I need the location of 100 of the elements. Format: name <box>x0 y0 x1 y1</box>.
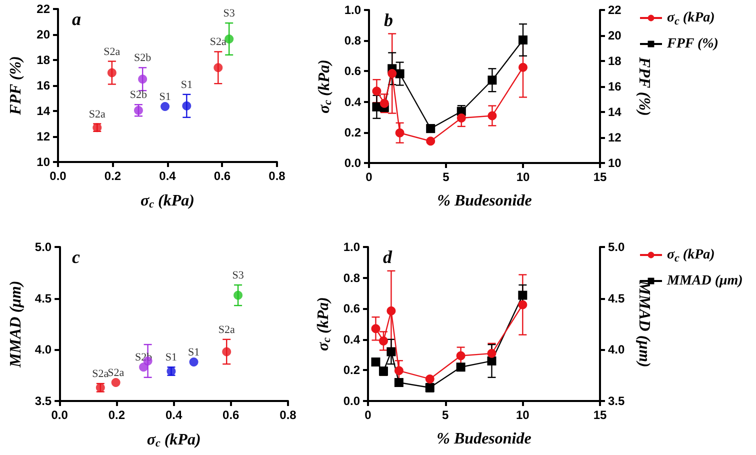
annotation: S1 <box>165 352 178 364</box>
point <box>380 98 389 108</box>
point <box>518 300 528 310</box>
point <box>487 356 496 366</box>
y2-tick-label: 18 <box>608 54 622 68</box>
annotation: S2a <box>104 46 120 58</box>
y2-tick-label: 10 <box>608 156 622 170</box>
y2-tick-label: 5.0 <box>608 240 626 254</box>
x-tick-label: 0 <box>366 170 373 184</box>
point <box>371 324 380 334</box>
point <box>189 357 198 366</box>
point <box>395 128 404 138</box>
point <box>139 362 148 372</box>
y-axis-title: FPF (%) <box>8 56 24 116</box>
point <box>488 76 497 85</box>
y-tick-label: 0.0 <box>343 394 360 408</box>
point <box>488 111 497 120</box>
x-tick-label: 0.2 <box>108 408 126 422</box>
y-tick-label: 0.2 <box>344 125 362 140</box>
y-tick-label: 12 <box>36 130 50 144</box>
y-tick-label: 1.0 <box>343 240 360 254</box>
annotation: S2a <box>218 324 235 336</box>
y-tick-label: 16 <box>36 78 50 92</box>
point <box>487 348 496 358</box>
point <box>234 290 243 300</box>
legend-label: FPF (%) <box>666 36 718 52</box>
point <box>372 86 382 96</box>
y-tick-label: 14 <box>36 104 50 118</box>
point <box>426 136 436 146</box>
annotation: S2a <box>210 36 227 48</box>
annotation: S3 <box>232 269 244 282</box>
point <box>456 351 466 360</box>
point <box>456 362 466 372</box>
point <box>160 102 170 112</box>
point <box>371 357 380 366</box>
point <box>222 347 232 356</box>
point <box>111 378 120 388</box>
y-tick-label: 0.2 <box>343 363 360 378</box>
point <box>395 69 404 78</box>
x-tick-label: 15 <box>593 408 607 422</box>
x-tick-label: 0.4 <box>159 169 176 183</box>
y2-tick-label: 3.5 <box>608 394 626 408</box>
y2-axis-title: MMAD (μm) <box>636 280 652 368</box>
point <box>426 124 436 134</box>
point <box>378 336 388 346</box>
x-tick-label: 0.6 <box>222 408 240 422</box>
x-tick-label: 5 <box>442 408 449 422</box>
x-tick-label: 0.0 <box>51 408 68 422</box>
y-axis-title: σc (kPa) <box>314 297 333 351</box>
y-axis-title: σc (kPa) <box>316 60 334 114</box>
y-axis-title: MMAD (μm) <box>8 280 24 368</box>
point <box>456 114 466 123</box>
annotation: S2a <box>108 367 124 380</box>
y-tick-label: 18 <box>36 53 50 67</box>
y2-tick-label: 4.0 <box>608 342 626 357</box>
y2-tick-label: 22 <box>608 3 622 17</box>
annotation: S2b <box>134 52 152 64</box>
chart-title: b <box>384 10 393 30</box>
point <box>182 101 192 110</box>
chart-title: d <box>383 247 393 267</box>
chart-title: a <box>72 9 81 29</box>
x-tick-label: 0.8 <box>268 169 286 183</box>
annotation: S2b <box>130 89 148 102</box>
point <box>518 35 528 44</box>
y-tick-label: 0.4 <box>343 332 360 346</box>
y-tick-label: 10 <box>36 155 50 169</box>
y-tick-label: 3.5 <box>34 394 52 408</box>
x-tick-label: 0 <box>364 408 372 422</box>
y-tick-label: 0.8 <box>343 270 360 285</box>
legend-label: MMAD (μm) <box>666 274 743 288</box>
point <box>518 62 528 72</box>
y-tick-label: 20 <box>36 28 50 42</box>
annotation: S1 <box>159 91 171 104</box>
x-tick-label: 5 <box>442 170 450 184</box>
x-tick-label: 0.0 <box>50 169 67 183</box>
y-tick-label: 4.5 <box>34 291 52 306</box>
y-tick-label: 0.0 <box>344 156 362 170</box>
point <box>388 68 397 78</box>
y-tick-label: 0.6 <box>343 302 360 316</box>
y2-tick-label: 4.5 <box>608 291 626 306</box>
y-tick-label: 0.6 <box>344 64 362 78</box>
y2-tick-label: 20 <box>608 28 622 42</box>
annotation: S1 <box>180 78 192 91</box>
point <box>394 366 404 376</box>
x-axis-title: % Budesonide <box>437 192 532 210</box>
x-tick-label: 0.2 <box>104 169 122 183</box>
y-tick-label: 4.0 <box>34 342 52 357</box>
y-tick-label: 0.8 <box>344 34 362 48</box>
x-tick-label: 0.4 <box>165 408 182 422</box>
annotation: S2a <box>92 368 109 380</box>
y-tick-label: 0.4 <box>344 94 362 109</box>
point <box>214 63 223 72</box>
y2-tick-label: 12 <box>608 130 622 144</box>
point <box>386 347 396 356</box>
point <box>386 306 396 316</box>
x-tick-label: 0.6 <box>214 169 231 183</box>
x-tick-label: 0.8 <box>280 408 297 422</box>
x-tick-label: 15 <box>593 170 607 184</box>
y-tick-label: 22 <box>36 2 50 16</box>
x-tick-label: 10 <box>516 408 530 422</box>
